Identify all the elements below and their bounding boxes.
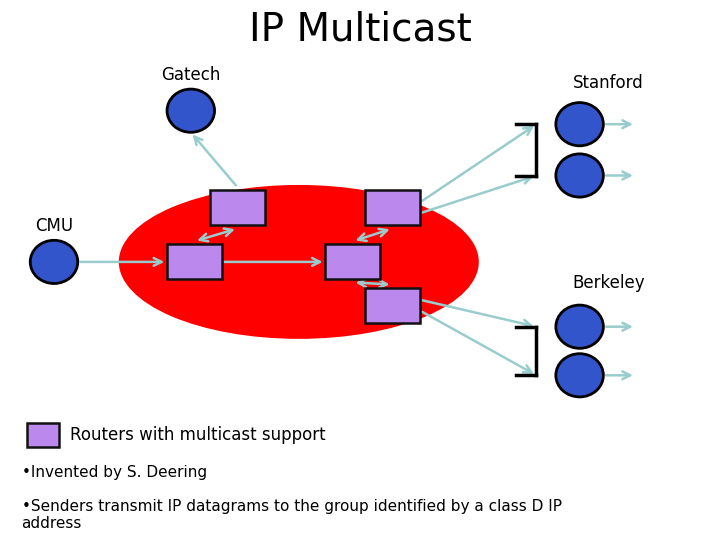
Bar <box>210 191 265 225</box>
Bar <box>365 191 420 225</box>
Bar <box>325 245 380 279</box>
Ellipse shape <box>30 240 78 284</box>
Text: IP Multicast: IP Multicast <box>248 11 472 49</box>
Ellipse shape <box>556 305 603 348</box>
Text: •Invented by S. Deering: •Invented by S. Deering <box>22 465 207 481</box>
Text: •Senders transmit IP datagrams to the group identified by a class D IP
address: •Senders transmit IP datagrams to the gr… <box>22 499 562 531</box>
Bar <box>365 288 420 322</box>
Ellipse shape <box>119 185 479 339</box>
Text: Stanford: Stanford <box>573 74 644 92</box>
Text: CMU: CMU <box>35 217 73 235</box>
Bar <box>167 245 222 279</box>
Ellipse shape <box>167 89 215 132</box>
Ellipse shape <box>556 103 603 146</box>
Text: Berkeley: Berkeley <box>572 274 644 292</box>
Text: Gatech: Gatech <box>161 66 220 84</box>
Ellipse shape <box>556 354 603 397</box>
Text: Routers with multicast support: Routers with multicast support <box>70 426 325 444</box>
Ellipse shape <box>556 154 603 197</box>
Bar <box>27 423 59 447</box>
